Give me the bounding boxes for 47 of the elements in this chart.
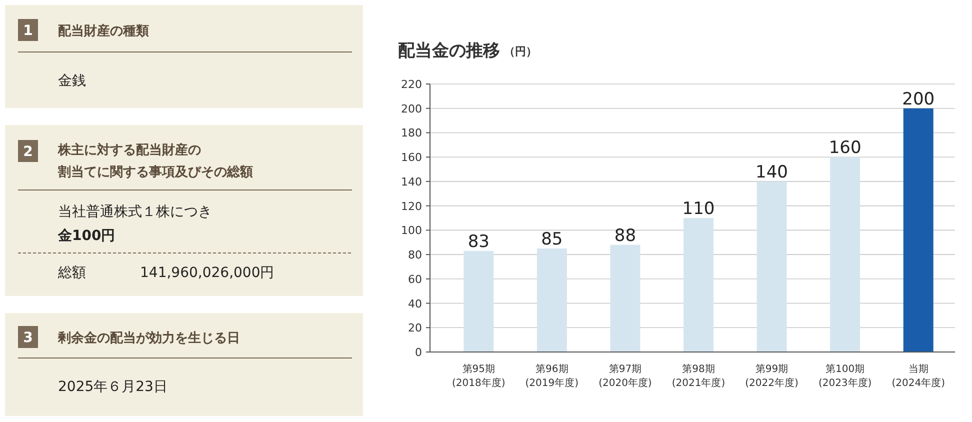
x-tick-label: 第99期 (2022年度) (745, 363, 799, 389)
text: 株主に対する配当財産の割当てに関する事項及びその総額 (57, 142, 253, 180)
text: 2025年６月23日 (58, 379, 168, 395)
x-tick-label: 第97期 (2020年度) (598, 363, 652, 389)
data-label: 200 (902, 89, 935, 110)
x-tick-label: 第95期 (2018年度) (452, 363, 506, 389)
data-label: 88 (614, 226, 636, 246)
y-tick-label: 160 (401, 151, 422, 164)
text: 141,960,026,000円 (140, 265, 274, 281)
text: 総額 (57, 265, 86, 281)
text: 配当財産の種類 (58, 23, 149, 39)
y-tick-label: 120 (401, 200, 422, 213)
bar (756, 181, 787, 352)
bar (464, 250, 494, 352)
y-tick-label: 0 (415, 346, 422, 359)
bar (903, 108, 934, 352)
text: 当社普通株式１株につき (58, 203, 212, 220)
x-tick-label: 当期 (2024年度) (892, 363, 946, 389)
text: 3 (23, 330, 33, 346)
text: 金100円 (57, 228, 116, 244)
y-tick-label: 220 (401, 78, 422, 91)
y-tick-label: 80 (408, 248, 422, 262)
text: 1 (23, 23, 33, 39)
data-label: 110 (682, 199, 715, 219)
text: 剰余金の配当が効力を生じる日 (57, 330, 240, 346)
y-tick-label: 100 (401, 224, 422, 238)
data-label: 85 (541, 229, 563, 250)
y-tick-label: 20 (408, 322, 422, 335)
bar (684, 218, 714, 352)
bar (536, 248, 567, 352)
data-label: 83 (468, 232, 490, 252)
y-tick-label: 180 (401, 126, 422, 140)
data-label: 160 (828, 138, 862, 158)
chart-subtitle: （円） (504, 45, 537, 58)
bar (610, 244, 640, 352)
y-tick-label: 140 (401, 175, 422, 188)
y-tick-label: 40 (408, 297, 422, 310)
bar (830, 157, 860, 352)
chart-title: 配当金の推移 (398, 41, 500, 61)
y-tick-label: 200 (401, 102, 422, 116)
text: 金銭 (58, 73, 86, 89)
x-tick-label: 第98期 (2021年度) (672, 363, 726, 389)
x-tick-label: 第100期 (2023年度) (818, 363, 872, 389)
data-label: 140 (756, 162, 788, 182)
x-tick-label: 第96期 (2019年度) (525, 363, 579, 389)
text: 2 (23, 144, 33, 160)
y-tick-label: 60 (408, 272, 422, 286)
